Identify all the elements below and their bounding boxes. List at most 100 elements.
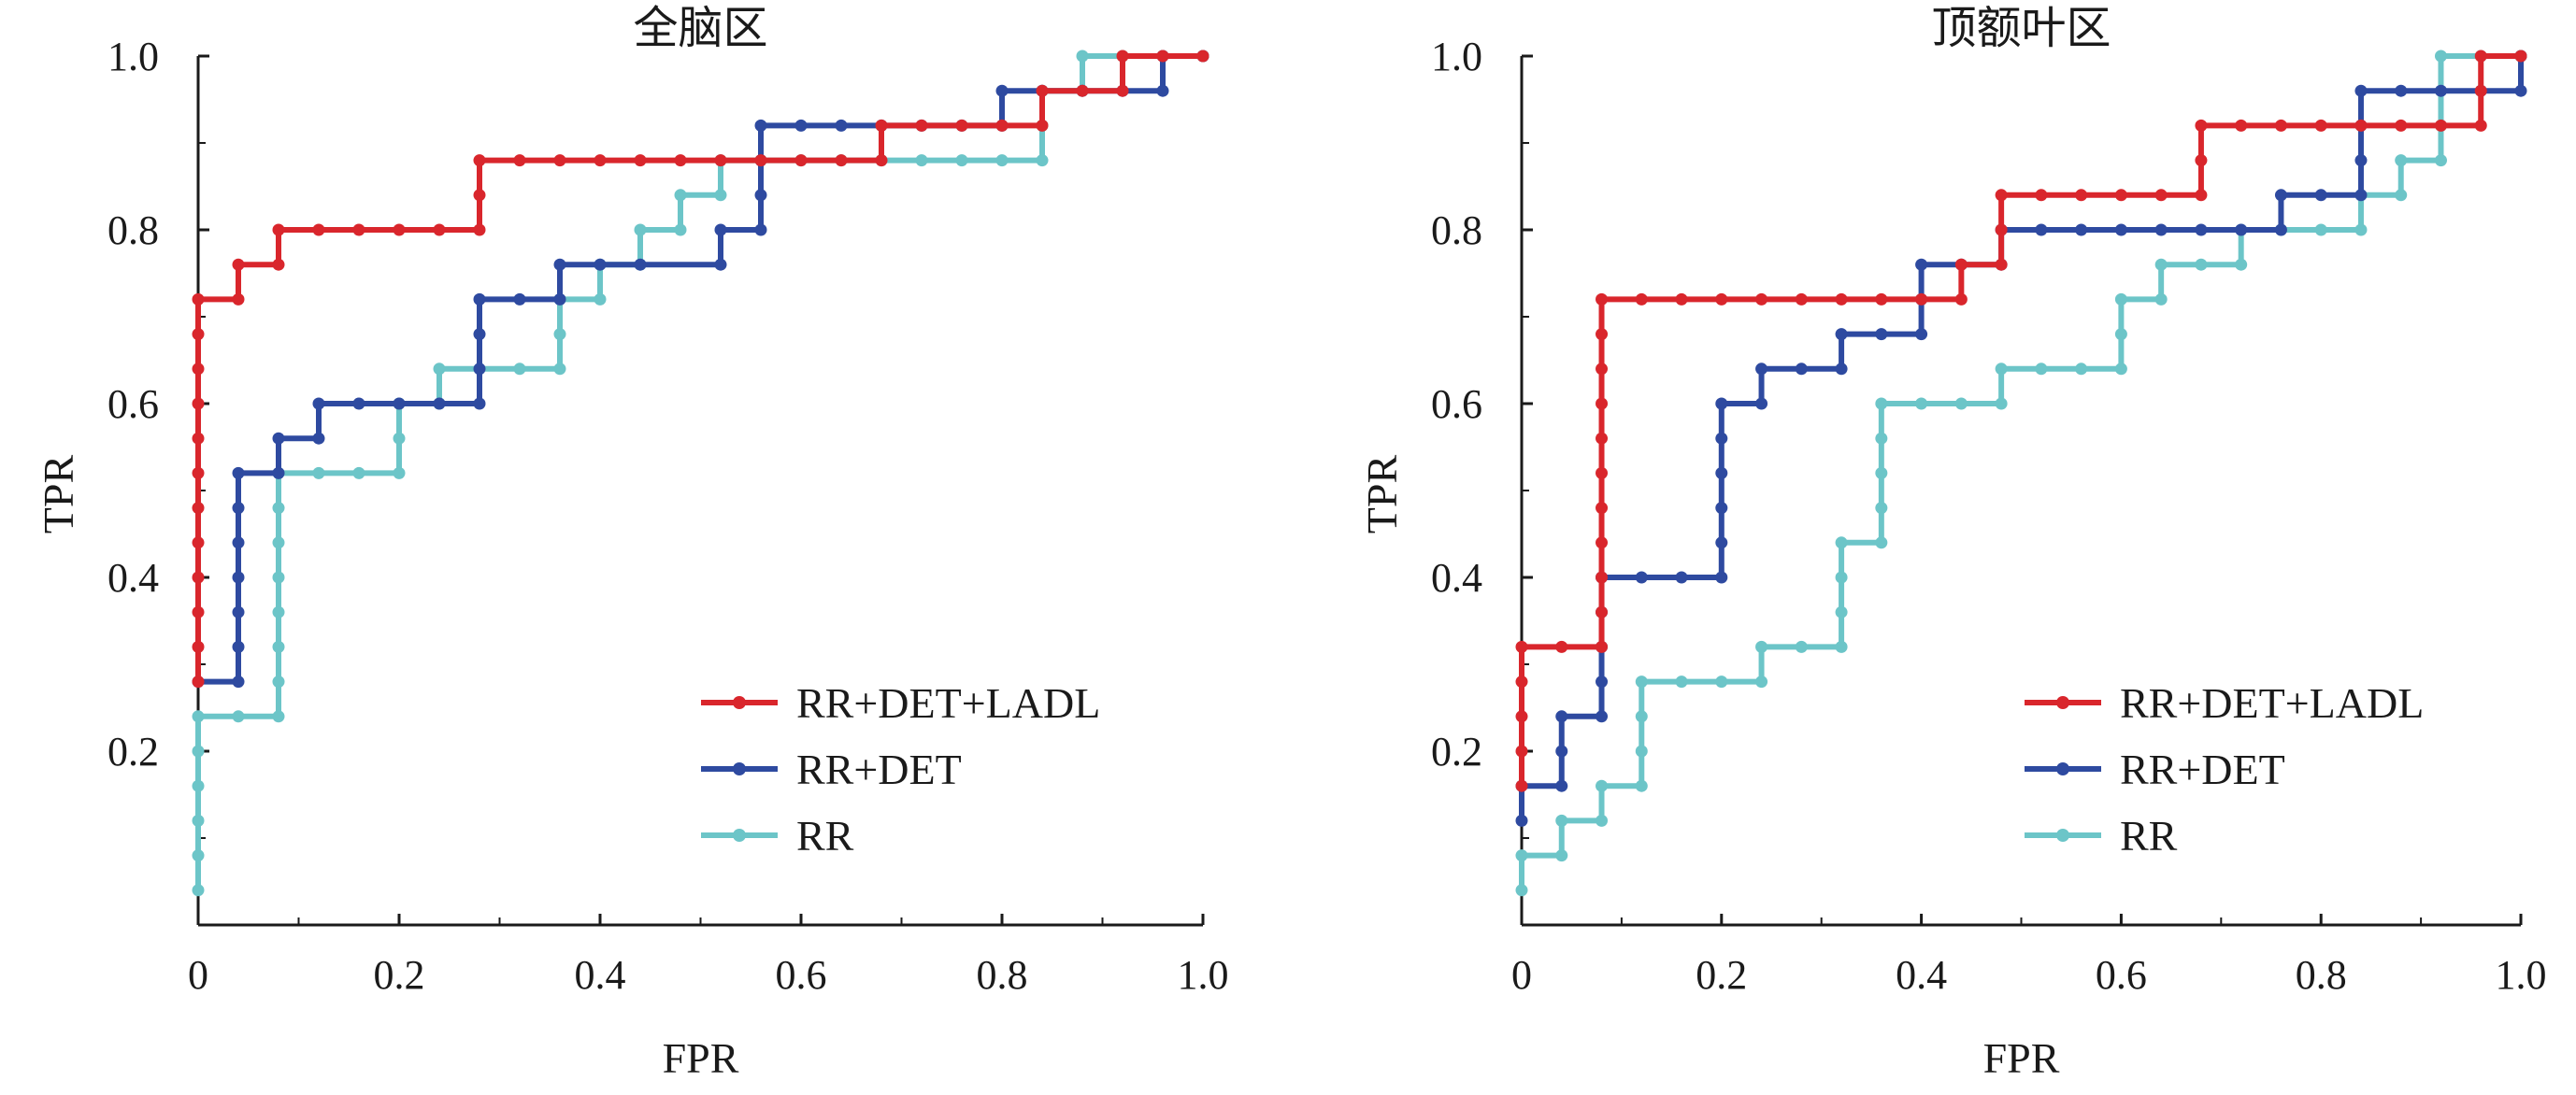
x-tick-label: 0 [188, 952, 208, 998]
legend-label: RR+DET+LADL [796, 679, 1100, 727]
data-point [192, 779, 205, 792]
data-point [232, 710, 245, 723]
y-tick-label: 0.2 [107, 729, 159, 775]
data-point [1875, 502, 1888, 515]
y-tick-label: 0.2 [1431, 729, 1482, 775]
legend-label: RR [796, 812, 854, 860]
data-point [1596, 328, 1609, 341]
data-point [1954, 292, 1968, 306]
data-point [473, 154, 486, 167]
data-point [1835, 536, 1848, 549]
data-point [2114, 292, 2127, 306]
legend-label: RR+DET [2120, 746, 2285, 793]
chart-title: 顶额叶区 [1931, 4, 2111, 53]
data-point [192, 814, 205, 827]
data-point [473, 292, 486, 306]
data-point [1715, 292, 1728, 306]
data-point [272, 223, 285, 236]
data-point [192, 745, 205, 758]
data-point [835, 119, 848, 132]
data-point [1835, 571, 1848, 584]
y-tick-label: 0.4 [107, 555, 159, 601]
data-point [1954, 397, 1968, 410]
data-point [272, 640, 285, 653]
data-point [794, 154, 808, 167]
data-point [1755, 363, 1768, 376]
data-point [1835, 328, 1848, 341]
data-point [2434, 154, 2447, 167]
data-point [1755, 292, 1768, 306]
data-point [1915, 292, 1928, 306]
data-point [272, 466, 285, 479]
data-point [272, 536, 285, 549]
data-point [192, 363, 205, 376]
data-point [2395, 154, 2408, 167]
data-point [393, 466, 406, 479]
data-point [2154, 189, 2168, 202]
legend-item: RR [701, 812, 854, 860]
data-point [2514, 50, 2527, 63]
data-point [2434, 84, 2447, 97]
data-point [1715, 466, 1728, 479]
data-point [2395, 119, 2408, 132]
chart-panel-1: 0 0.2 0.4 0.6 0.8 1.0 0.2 0.4 0.6 0.8 1.0 全脑区 FPR TPR… [35, 4, 1229, 1082]
data-point [1995, 189, 2008, 202]
data-point [393, 432, 406, 445]
data-point [1755, 640, 1768, 653]
data-point [594, 154, 607, 167]
data-point [1675, 292, 1688, 306]
data-point [2314, 189, 2327, 202]
data-point [272, 432, 285, 445]
data-point [1875, 432, 1888, 445]
data-point [1954, 258, 1968, 271]
y-axis-label: TPR [1358, 455, 1406, 534]
data-point [473, 223, 486, 236]
data-point [2195, 223, 2208, 236]
data-point [2075, 223, 2088, 236]
data-point [1635, 571, 1648, 584]
data-point [1835, 640, 1848, 653]
data-point [192, 710, 205, 723]
data-point [1995, 223, 2008, 236]
data-point [714, 189, 727, 202]
series-line [195, 53, 1203, 890]
data-point [754, 119, 767, 132]
data-point [192, 397, 205, 410]
data-point [1915, 258, 1928, 271]
data-point [1835, 292, 1848, 306]
data-point [2474, 119, 2487, 132]
data-point [513, 154, 526, 167]
data-point [2235, 258, 2248, 271]
legend-label: RR+DET [796, 746, 962, 793]
data-point [513, 292, 526, 306]
data-point [1515, 884, 1528, 897]
series-line [1519, 53, 2521, 787]
data-point [634, 154, 647, 167]
data-point [352, 397, 365, 410]
data-point [1515, 675, 1528, 689]
data-point [1596, 292, 1609, 306]
data-point [1635, 710, 1648, 723]
data-point [2114, 328, 2127, 341]
data-point [352, 466, 365, 479]
legend-swatch-marker [2056, 762, 2069, 775]
legend-swatch-marker [733, 762, 746, 775]
data-point [2354, 154, 2368, 167]
data-point [1196, 50, 1209, 63]
data-point [2434, 119, 2447, 132]
data-point [272, 258, 285, 271]
data-point [2354, 223, 2368, 236]
legend-swatch-marker [2056, 829, 2069, 842]
legend-swatch-marker [733, 829, 746, 842]
data-point [714, 223, 727, 236]
data-point [1596, 779, 1609, 792]
legend-item: RR+DET+LADL [701, 679, 1100, 727]
data-point [232, 571, 245, 584]
data-point [1795, 640, 1808, 653]
data-point [2235, 223, 2248, 236]
data-point [2154, 258, 2168, 271]
x-tick-label: 0.8 [977, 952, 1028, 998]
data-point [312, 223, 325, 236]
data-point [192, 432, 205, 445]
data-point [1755, 397, 1768, 410]
